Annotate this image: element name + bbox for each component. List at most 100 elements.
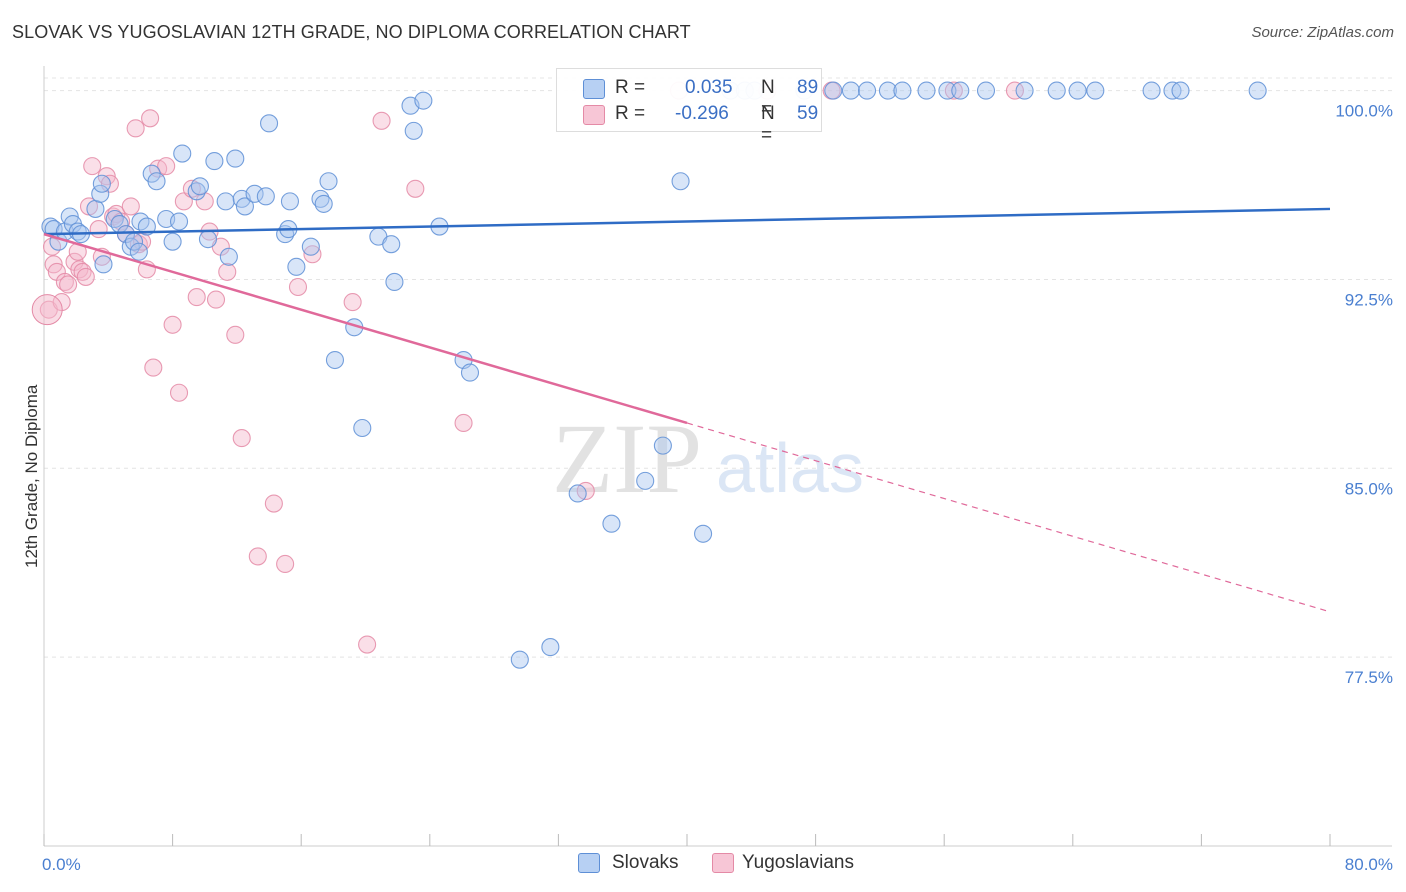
legend-r-label: R = [615, 77, 646, 98]
yugoslavian-point [288, 277, 308, 297]
slovak-point [280, 192, 299, 211]
y-tick-label: 100.0% [1335, 102, 1393, 121]
legend-n-label: N = [761, 103, 775, 146]
slovak-point [857, 81, 877, 100]
slovaks-swatch [583, 79, 605, 99]
slovak-point [976, 81, 996, 100]
slovak-point [541, 638, 560, 657]
chart-title: SLOVAK VS YUGOSLAVIAN 12TH GRADE, NO DIP… [12, 22, 691, 42]
trend-lines [43, 207, 1331, 613]
yugoslavian-point [226, 325, 245, 344]
grid [44, 77, 1392, 658]
yugoslavian-point [70, 260, 89, 279]
y-tick-label: 77.5% [1345, 668, 1393, 687]
slovak-point [198, 230, 218, 249]
x-tick-label: 80.0% [1345, 855, 1393, 874]
slovak-point [951, 81, 970, 100]
slovaks-n-value: 89 [797, 77, 819, 98]
slovak-point [568, 484, 587, 503]
slovak-point [1171, 81, 1190, 100]
slovak-point [1086, 81, 1105, 100]
slovaks-trend-line [43, 207, 1331, 236]
axes [43, 66, 1392, 847]
source-note: Source: ZipAtlas.com [1251, 24, 1394, 41]
slovak-point [216, 192, 235, 211]
yugoslavian-point [264, 494, 283, 513]
slovak-point [382, 235, 401, 254]
yugoslavian-point [73, 262, 92, 281]
slovak-point [92, 174, 111, 193]
yugoslavian-point [358, 635, 377, 654]
slovak-point [219, 247, 238, 266]
slovak-point [1248, 81, 1267, 100]
slovak-point [190, 177, 209, 196]
slovak-point [314, 194, 333, 213]
yugoslavian-point [218, 262, 237, 281]
yugoslavians-swatch [583, 105, 605, 125]
slovak-point [245, 184, 264, 203]
yugoslavians-legend-label: Yugoslavians [742, 852, 854, 873]
slovak-point [311, 189, 330, 208]
slovak-point [226, 149, 245, 168]
slovak-point [602, 514, 621, 533]
slovaks-legend-swatch [578, 853, 600, 873]
yugoslavian-point [55, 272, 74, 292]
yugoslavians-legend-swatch [712, 853, 734, 873]
yugoslavians-r-value: -0.296 [675, 103, 729, 124]
yugoslavian-point [232, 429, 251, 448]
yugoslavian-point [1005, 81, 1024, 100]
watermark: ZIP atlas [552, 403, 864, 514]
slovak-point [671, 172, 690, 191]
slovak-point [938, 81, 957, 100]
slovak-point [1068, 81, 1087, 100]
yugoslavian-point [141, 109, 160, 128]
yugoslavian-point [343, 293, 362, 312]
slovak-point [86, 199, 105, 218]
slovak-point [824, 81, 843, 100]
slovaks-points [41, 81, 1267, 669]
slovak-point [385, 272, 404, 292]
yugoslavian-cluster-point [31, 294, 63, 326]
watermark-zip: ZIP [552, 403, 702, 514]
slovak-point [893, 81, 912, 100]
yugoslavian-point [248, 547, 267, 566]
stats-legend: R = 0.035 N = 89 R = -0.296 N = 59 [556, 68, 822, 146]
yugoslavian-point [121, 197, 140, 216]
slovak-point [653, 436, 672, 455]
yugoslavian-point [944, 81, 963, 100]
slovak-point [147, 172, 166, 191]
slovak-point [878, 81, 897, 100]
yugoslavians-trend-line [43, 232, 688, 425]
slovak-point [353, 418, 372, 438]
yugoslavian-point [59, 275, 78, 294]
legend-r-label: R = [615, 103, 646, 124]
slovak-point [187, 182, 206, 201]
slovak-point [256, 187, 275, 206]
slovak-point [319, 172, 338, 191]
tick-labels: 100.0% 92.5% 85.0% 77.5% 0.0% 80.0% [42, 102, 1393, 874]
slovak-point [173, 144, 192, 163]
slovak-point [460, 363, 480, 382]
slovak-point [414, 91, 433, 110]
legend-n-label: N = [761, 77, 775, 120]
yugoslavian-point [276, 554, 295, 574]
y-tick-label: 92.5% [1345, 290, 1393, 309]
yugoslavian-point [372, 111, 391, 130]
slovak-point [94, 255, 113, 274]
slovak-point [205, 152, 224, 171]
slovaks-legend-label: Slovaks [612, 852, 679, 873]
slovak-point [694, 524, 713, 543]
slovak-point [259, 114, 279, 133]
yugoslavians-points [31, 81, 1024, 654]
slovak-point [1047, 81, 1066, 100]
slovak-point [105, 209, 124, 229]
yugoslavian-point [89, 220, 108, 239]
yugoslavian-point [303, 245, 322, 264]
slovak-point [841, 81, 861, 100]
slovaks-r-value: 0.035 [685, 77, 733, 98]
x-tick-label: 0.0% [42, 855, 81, 874]
yugoslavian-point [206, 290, 226, 309]
slovak-point [287, 257, 306, 276]
slovak-point [163, 232, 182, 251]
